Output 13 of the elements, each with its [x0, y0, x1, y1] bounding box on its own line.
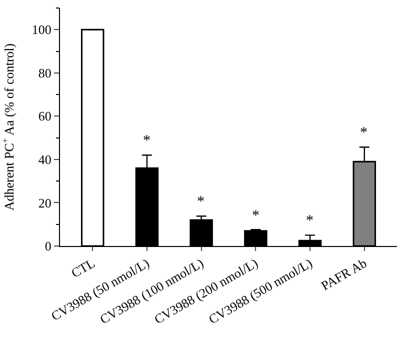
- y-tick-label: 60: [38, 108, 52, 124]
- y-tick-label: 100: [32, 22, 52, 38]
- x-tick-label: PAFR Ab: [318, 255, 370, 294]
- data-label: *: [306, 213, 314, 229]
- data-label: *: [252, 208, 260, 224]
- y-tick-label: 0: [44, 238, 52, 254]
- x-tick-label: CTL: [68, 255, 98, 281]
- data-label: *: [143, 133, 150, 149]
- y-tick-label: 40: [38, 152, 52, 167]
- data-label: *: [360, 125, 368, 141]
- y-tick-label: 20: [38, 195, 52, 210]
- data-label: *: [197, 194, 204, 210]
- y-tick-label: 80: [38, 65, 52, 80]
